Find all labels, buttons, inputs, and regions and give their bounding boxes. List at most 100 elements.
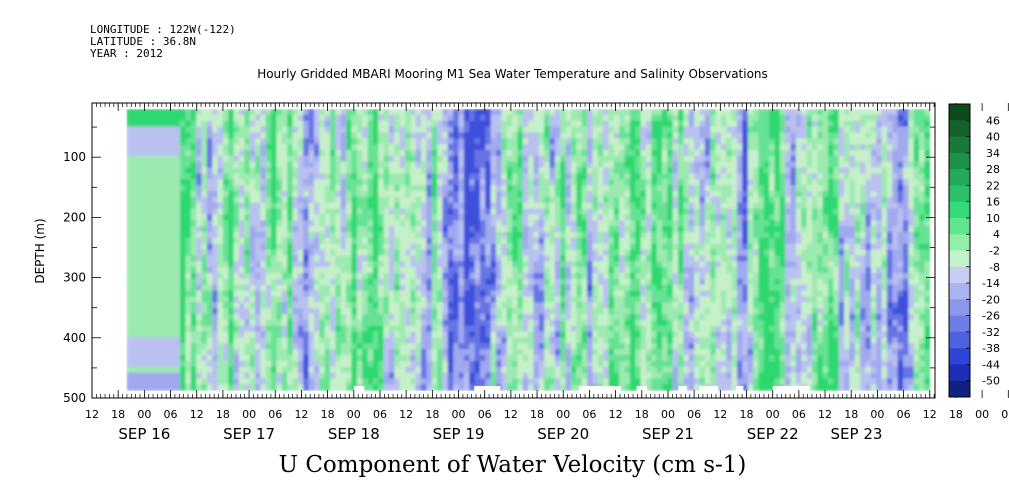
field-cell	[656, 278, 663, 286]
field-cell	[453, 308, 460, 315]
field-cell	[174, 120, 181, 128]
field-cell	[265, 273, 272, 280]
field-cell	[196, 255, 203, 262]
field-cell	[372, 196, 379, 204]
field-cell	[201, 167, 208, 175]
field-cell	[356, 284, 363, 292]
field-cell	[619, 249, 626, 257]
field-cell	[490, 226, 497, 233]
field-cell	[340, 150, 347, 157]
field-cell	[319, 302, 326, 309]
field-cell	[346, 173, 353, 180]
field-cell	[330, 114, 336, 122]
field-cell	[522, 314, 529, 321]
field-cell	[560, 144, 567, 151]
plot-area	[91, 102, 936, 399]
field-cell	[447, 337, 454, 344]
field-cell	[196, 132, 203, 139]
field-cell	[394, 267, 401, 274]
field-cell	[447, 196, 454, 204]
field-cell	[185, 296, 192, 303]
field-cell	[126, 109, 133, 116]
field-cell	[383, 261, 390, 268]
field-cell	[501, 267, 508, 274]
field-cell	[265, 337, 272, 344]
field-cell	[437, 349, 444, 356]
field-cell	[271, 226, 278, 233]
field-cell	[303, 337, 310, 344]
field-cell	[549, 308, 556, 315]
field-cell	[517, 267, 524, 274]
field-cell	[437, 249, 444, 257]
field-cell	[228, 337, 235, 344]
field-cell	[619, 155, 626, 163]
field-cell	[233, 109, 240, 116]
field-cell	[362, 384, 369, 391]
field-cell	[431, 267, 438, 274]
field-cell	[255, 179, 262, 186]
field-cell	[378, 355, 385, 362]
field-cell	[517, 161, 524, 169]
field-cell	[271, 126, 278, 134]
field-cell	[212, 255, 219, 262]
field-cell	[597, 120, 604, 128]
field-cell	[271, 220, 278, 227]
field-cell	[142, 132, 149, 139]
field-cell	[453, 284, 460, 292]
field-cell	[222, 378, 229, 385]
field-cell	[137, 144, 144, 151]
field-cell	[560, 214, 567, 221]
field-cell	[399, 366, 406, 374]
field-cell	[560, 349, 567, 356]
field-cell	[538, 372, 545, 380]
field-cell	[324, 191, 331, 198]
field-cell	[319, 314, 326, 321]
field-cell	[228, 343, 235, 350]
field-cell	[581, 349, 588, 356]
field-cell	[260, 296, 267, 303]
field-cell	[265, 261, 272, 268]
field-cell	[378, 114, 385, 122]
field-cell	[506, 214, 513, 221]
field-cell	[147, 360, 154, 368]
field-cell	[421, 366, 428, 374]
field-cell	[447, 126, 454, 134]
field-cell	[501, 144, 508, 151]
field-cell	[335, 208, 342, 216]
field-cell	[265, 144, 272, 151]
field-cell	[549, 208, 556, 216]
field-cell	[142, 155, 149, 163]
field-cell	[206, 366, 213, 374]
field-cell	[164, 278, 170, 286]
field-cell	[319, 325, 326, 333]
field-cell	[447, 273, 454, 280]
field-cell	[372, 126, 379, 134]
field-cell	[474, 208, 481, 216]
field-cell	[512, 155, 519, 163]
field-cell	[528, 132, 535, 139]
field-cell	[185, 290, 192, 298]
field-cell	[126, 243, 133, 251]
field-cell	[517, 296, 524, 303]
field-cell	[458, 185, 465, 192]
field-cell	[662, 126, 668, 134]
field-cell	[624, 161, 631, 169]
field-cell	[351, 255, 358, 262]
field-cell	[158, 261, 165, 268]
field-cell	[597, 150, 604, 157]
field-cell	[383, 296, 390, 303]
field-cell	[613, 226, 620, 233]
field-cell	[319, 255, 326, 262]
field-cell	[153, 155, 160, 163]
field-cell	[581, 109, 588, 116]
field-cell	[362, 372, 369, 380]
field-cell	[206, 284, 213, 292]
field-cell	[667, 308, 674, 315]
field-cell	[281, 237, 288, 245]
field-cell	[206, 202, 213, 210]
field-cell	[678, 355, 685, 362]
field-cell	[651, 384, 658, 391]
field-cell	[565, 161, 572, 169]
field-cell	[346, 278, 353, 286]
field-cell	[506, 267, 513, 274]
